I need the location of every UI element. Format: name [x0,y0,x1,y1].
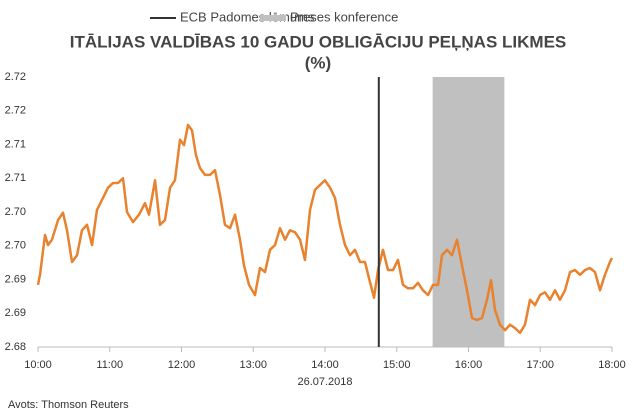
x-tick-label: 10:00 [24,359,52,371]
y-tick-label: 2.71 [5,138,26,150]
y-tick-label: 2.72 [5,105,26,117]
y-tick-label: 2.70 [5,206,26,218]
x-tick-label: 13:00 [239,359,267,371]
y-tick-label: 2.70 [5,240,26,252]
x-tick-label: 11:00 [96,359,123,371]
legend-label: Preses konference [290,9,398,24]
y-tick-label: 2.69 [5,307,26,319]
data-line [36,123,614,335]
x-tick-label: 14:00 [311,359,339,371]
x-tick-label: 16:00 [455,359,483,371]
chart-title: ITĀLIJAS VALDĪBAS 10 GADU OBLIGĀCIJU PEĻ… [70,32,567,51]
x-tick-label: 18:00 [598,359,626,371]
y-tick-label: 2.71 [5,172,26,184]
y-tick-label: 2.68 [5,341,26,353]
chart-title: (%) [305,53,331,72]
y-tick-label: 2.72 [5,71,26,83]
y-tick-label: 2.69 [5,273,26,285]
x-tick-label: 15:00 [383,359,411,371]
x-tick-label: 17:00 [526,359,554,371]
x-tick-label: 12:00 [168,359,196,371]
x-axis-label: 26.07.2018 [297,376,352,388]
source: Avots: Thomson Reuters [8,399,129,411]
